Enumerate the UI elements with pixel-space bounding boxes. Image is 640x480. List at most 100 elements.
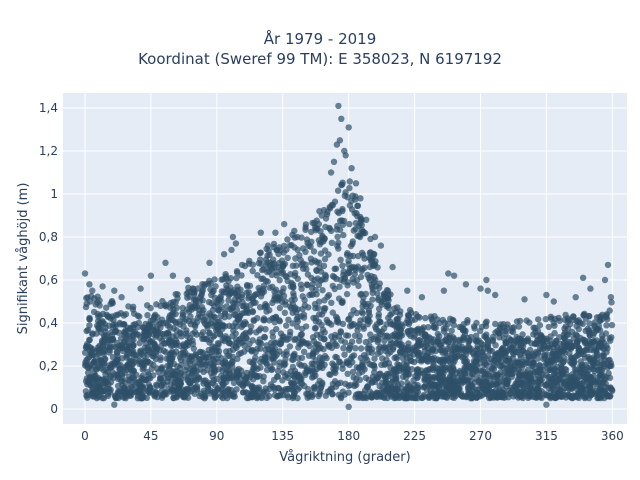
data-point-3470 bbox=[492, 393, 500, 400]
data-point-3708 bbox=[206, 277, 213, 284]
data-point-3243 bbox=[600, 353, 607, 360]
data-point-3003 bbox=[231, 300, 238, 307]
data-point-2877 bbox=[382, 378, 390, 386]
data-point-2946 bbox=[552, 350, 560, 357]
data-point-3720 bbox=[291, 227, 298, 235]
data-point-3799 bbox=[456, 323, 463, 331]
data-point-3812 bbox=[170, 305, 177, 313]
data-point-2510 bbox=[196, 392, 203, 400]
data-point-3016 bbox=[268, 355, 275, 362]
data-point-2648 bbox=[354, 327, 361, 334]
data-point-3086 bbox=[371, 273, 378, 281]
data-point-2211 bbox=[136, 339, 143, 347]
data-point-3670 bbox=[570, 313, 577, 320]
data-point-2948 bbox=[604, 393, 611, 400]
data-point-3035 bbox=[143, 394, 150, 402]
data-point-2852 bbox=[518, 364, 525, 371]
data-point-3412 bbox=[274, 295, 282, 302]
data-point-3361 bbox=[432, 394, 440, 401]
data-point-3680 bbox=[284, 236, 291, 243]
data-point-3183 bbox=[215, 296, 223, 304]
data-point-3406 bbox=[392, 391, 400, 399]
data-point-1219 bbox=[606, 374, 614, 381]
data-point-3234 bbox=[269, 343, 276, 350]
data-point-1820 bbox=[362, 338, 370, 346]
data-point-3009 bbox=[421, 383, 428, 390]
data-point-2870 bbox=[573, 339, 581, 347]
data-point-3211 bbox=[503, 365, 511, 372]
data-point-3347 bbox=[112, 323, 119, 330]
data-point-3798 bbox=[211, 276, 218, 283]
data-point-1898 bbox=[280, 285, 287, 292]
data-point-3869 bbox=[281, 220, 288, 228]
data-point-2544 bbox=[355, 370, 363, 377]
chart-title-line-2: Koordinat (Sweref 99 TM): E 358023, N 61… bbox=[138, 50, 502, 68]
data-point-3906 bbox=[607, 294, 615, 301]
data-point-3750 bbox=[357, 216, 365, 224]
data-point-3496 bbox=[304, 391, 311, 398]
data-point-3780 bbox=[109, 300, 116, 307]
data-point-3114 bbox=[142, 320, 149, 328]
data-point-2919 bbox=[568, 343, 575, 350]
data-point-3831 bbox=[194, 285, 202, 292]
data-point-3882 bbox=[352, 180, 360, 187]
data-point-3704 bbox=[496, 334, 503, 341]
data-point-2266 bbox=[303, 265, 310, 273]
data-point-3850 bbox=[81, 270, 89, 277]
data-point-1639 bbox=[352, 345, 359, 352]
data-point-2920 bbox=[590, 338, 598, 345]
data-point-3302 bbox=[461, 358, 468, 365]
data-point-2446 bbox=[255, 284, 262, 292]
data-point-3147 bbox=[384, 394, 391, 402]
data-point-3442 bbox=[378, 361, 385, 368]
data-point-3163 bbox=[294, 313, 301, 321]
chart-title-line-1: År 1979 - 2019 bbox=[263, 30, 377, 48]
data-point-2286 bbox=[199, 329, 207, 336]
data-point-3384 bbox=[205, 346, 212, 354]
data-point-3499 bbox=[170, 383, 178, 390]
data-point-3726 bbox=[144, 302, 151, 309]
data-point-3455 bbox=[243, 369, 250, 377]
data-point-3277 bbox=[121, 391, 128, 398]
data-point-3479 bbox=[575, 389, 583, 397]
data-point-3134 bbox=[249, 295, 256, 302]
data-point-3020 bbox=[263, 359, 270, 367]
data-point-3864 bbox=[229, 233, 237, 241]
data-point-1726 bbox=[540, 345, 547, 353]
data-point-3439 bbox=[234, 314, 241, 321]
data-point-2441 bbox=[86, 336, 93, 344]
data-point-2880 bbox=[511, 383, 518, 390]
data-point-2456 bbox=[347, 381, 354, 389]
data-point-2855 bbox=[263, 342, 270, 349]
data-point-3365 bbox=[403, 362, 410, 369]
data-point-3279 bbox=[130, 374, 137, 381]
data-point-3873 bbox=[330, 158, 338, 165]
data-point-3652 bbox=[564, 325, 572, 332]
data-point-3610 bbox=[346, 178, 353, 185]
data-point-3449 bbox=[101, 347, 108, 355]
data-point-2660 bbox=[369, 284, 376, 291]
data-point-3041 bbox=[215, 366, 222, 373]
data-point-708 bbox=[276, 277, 283, 284]
data-point-2955 bbox=[516, 372, 524, 380]
data-point-3426 bbox=[416, 336, 423, 344]
data-point-3849 bbox=[478, 323, 486, 331]
data-point-3484 bbox=[536, 365, 544, 372]
data-point-3786 bbox=[303, 236, 311, 243]
data-point-2860 bbox=[561, 339, 568, 346]
data-point-3274 bbox=[246, 282, 254, 289]
data-point-3693 bbox=[313, 217, 320, 224]
data-point-2787 bbox=[490, 366, 498, 373]
data-point-3110 bbox=[339, 299, 346, 306]
data-point-3656 bbox=[440, 325, 448, 332]
data-point-3465 bbox=[481, 361, 488, 369]
data-point-3590 bbox=[159, 297, 166, 305]
data-point-2621 bbox=[289, 301, 297, 308]
data-point-3887 bbox=[389, 263, 396, 271]
data-point-1711 bbox=[608, 334, 615, 341]
data-point-1225 bbox=[346, 220, 353, 228]
data-point-3855 bbox=[118, 294, 125, 301]
data-point-2020 bbox=[224, 352, 231, 359]
data-point-1292 bbox=[340, 345, 347, 352]
data-point-3193 bbox=[352, 264, 360, 272]
